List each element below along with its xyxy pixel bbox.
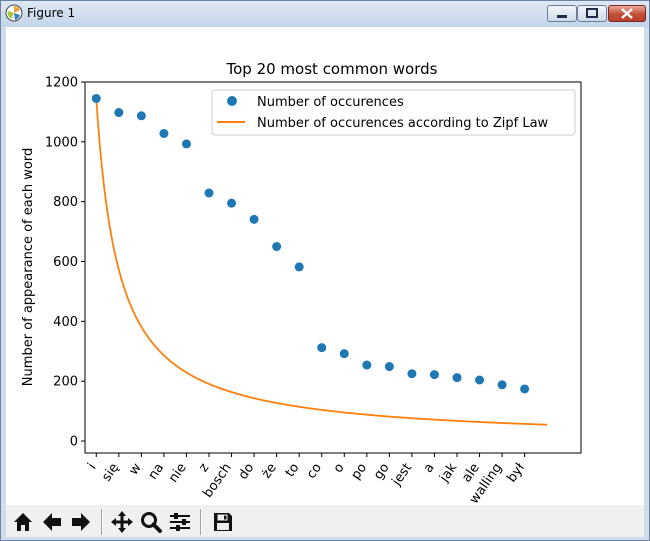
close-icon — [621, 8, 633, 19]
toolbar-separator — [200, 509, 202, 535]
minimize-button[interactable] — [547, 5, 577, 22]
x-tick-label: nie — [166, 461, 190, 486]
data-point — [294, 262, 304, 272]
axes-frame — [84, 81, 582, 454]
configure-subplots-button[interactable] — [166, 508, 193, 535]
y-tick-label: 1000 — [45, 135, 78, 150]
zoom-button[interactable] — [137, 508, 164, 535]
data-point — [181, 139, 191, 149]
sliders-icon — [170, 513, 190, 531]
legend-label-occurences: Number of occurences — [257, 95, 404, 110]
data-point — [384, 362, 394, 372]
figure-canvas[interactable]: Top 20 most common words 0 200 400 600 800 10… — [6, 27, 644, 537]
arrow-right-icon — [72, 513, 90, 531]
close-button[interactable] — [608, 5, 646, 22]
data-point — [249, 214, 259, 224]
data-point — [497, 380, 507, 390]
x-tick-label: jest — [389, 461, 415, 490]
data-point — [159, 128, 169, 138]
x-tick-label: jak — [436, 460, 460, 485]
legend-box — [211, 89, 576, 136]
data-point — [520, 384, 530, 394]
data-point — [475, 375, 485, 385]
data-point — [114, 108, 124, 118]
data-point — [204, 188, 214, 198]
y-axis-label: Number of appearance of each word — [21, 148, 36, 386]
x-tick-label: się — [99, 461, 122, 485]
data-point — [317, 343, 327, 353]
y-tick-label: 600 — [53, 255, 78, 270]
maximize-button[interactable] — [577, 5, 607, 22]
navigation-toolbar — [6, 505, 644, 537]
arrow-left-icon — [43, 513, 61, 531]
data-point — [407, 369, 417, 379]
x-tick-label: z — [196, 461, 212, 475]
data-point — [339, 349, 349, 359]
zipf-law-line — [95, 98, 548, 426]
home-icon — [14, 513, 32, 531]
y-tick-label: 0 — [70, 435, 78, 450]
x-tick-label: o — [331, 461, 348, 476]
x-tick-label: na — [146, 461, 168, 483]
x-tick-label: i — [85, 461, 99, 473]
x-tick-label: w — [126, 460, 145, 478]
x-tick-label: był — [504, 460, 528, 485]
chart: Top 20 most common words 0 200 400 600 800 10… — [21, 60, 582, 505]
data-point — [227, 198, 237, 208]
data-point — [272, 242, 282, 252]
window-title: Figure 1 — [27, 6, 76, 20]
magnifier-icon — [141, 512, 162, 533]
data-point — [452, 373, 462, 383]
y-tick-label: 800 — [53, 195, 78, 210]
x-tick-label: a — [421, 461, 438, 476]
save-button[interactable] — [209, 508, 236, 535]
y-tick-label: 400 — [53, 315, 78, 330]
data-point — [136, 111, 146, 121]
matplotlib-logo-icon — [5, 4, 23, 22]
move-icon — [111, 511, 133, 533]
x-tick-label: co — [304, 461, 325, 482]
floppy-disk-icon — [214, 513, 232, 531]
back-button[interactable] — [38, 508, 65, 535]
x-tick-label: że — [259, 461, 280, 482]
toolbar-separator — [101, 509, 103, 535]
x-tick-label: do — [236, 461, 258, 483]
legend-marker-occurences — [227, 96, 237, 106]
chart-title: Top 20 most common words — [226, 60, 438, 78]
data-point — [362, 360, 372, 370]
legend-label-zipf: Number of occurences according to Zipf L… — [257, 116, 549, 131]
home-button[interactable] — [9, 508, 36, 535]
minimize-icon — [557, 15, 567, 18]
y-tick-label: 1200 — [45, 76, 78, 91]
forward-button[interactable] — [67, 508, 94, 535]
data-point — [91, 93, 101, 103]
x-tick-label: to — [283, 461, 303, 480]
x-tick-label: po — [349, 461, 371, 483]
y-tick-label: 200 — [53, 375, 78, 390]
pan-button[interactable] — [108, 508, 135, 535]
legend: Number of occurences Number of occurence… — [211, 89, 576, 136]
data-point — [429, 370, 439, 380]
title-bar[interactable]: Figure 1 — [1, 1, 649, 27]
maximize-icon — [586, 8, 598, 18]
